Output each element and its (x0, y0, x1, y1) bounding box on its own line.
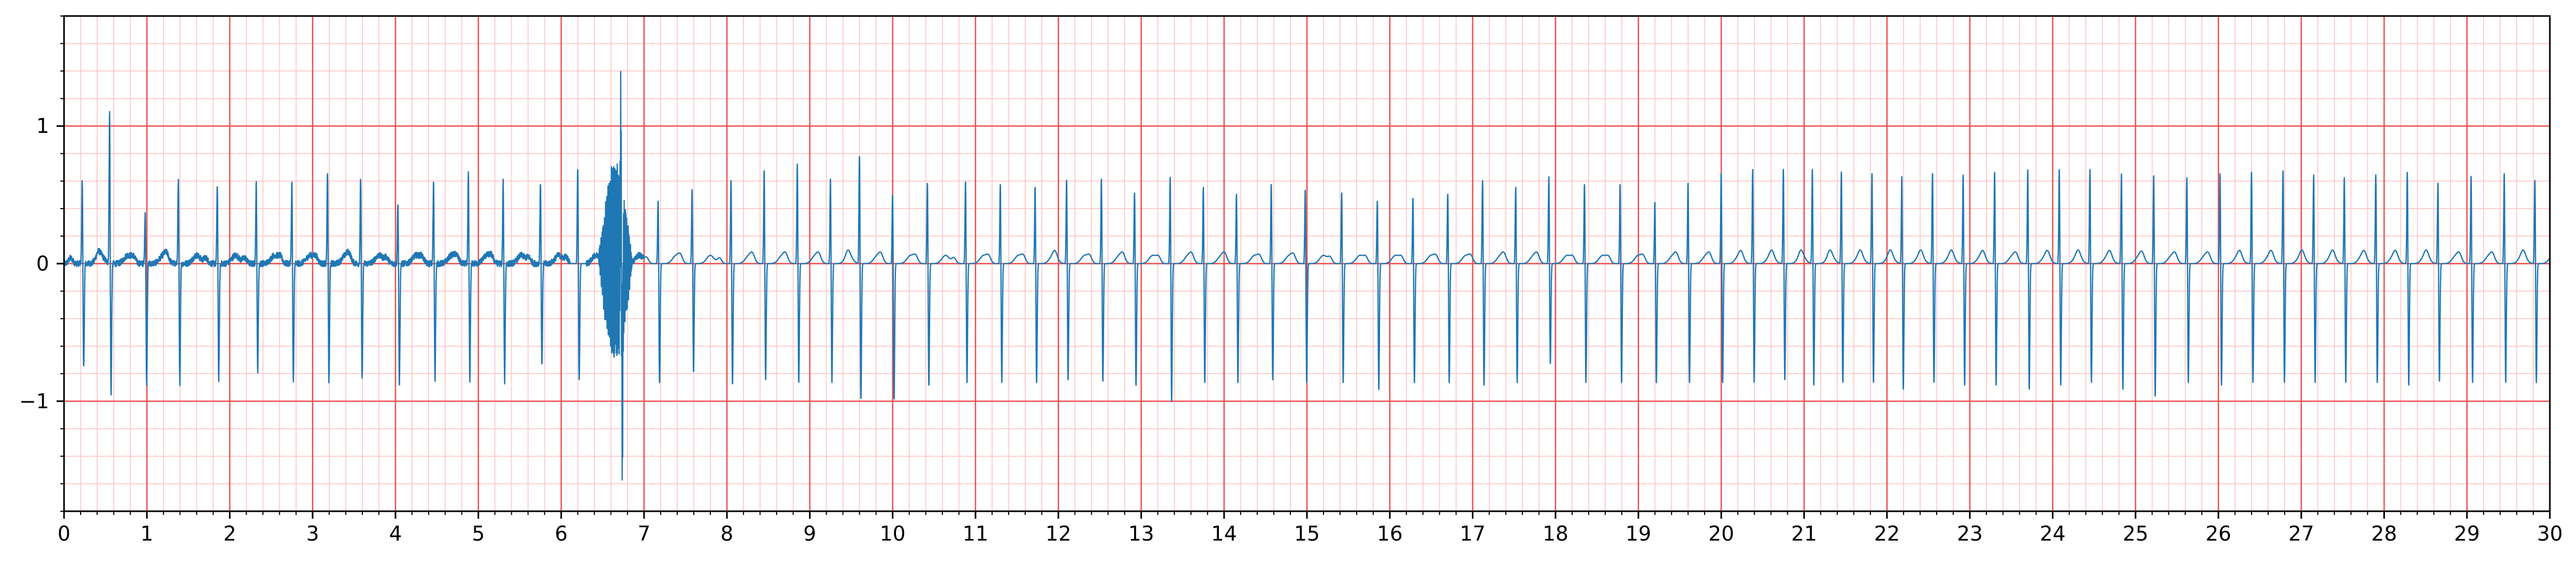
x-tick-label: 19 (1626, 522, 1651, 545)
x-tick-label: 5 (472, 522, 485, 545)
x-tick-label: 11 (963, 522, 988, 545)
x-tick-label: 21 (1791, 522, 1817, 545)
x-tick-label: 1 (140, 522, 153, 545)
x-tick-label: 14 (1211, 522, 1237, 545)
x-tick-label: 4 (389, 522, 402, 545)
x-tick-label: 10 (879, 522, 905, 545)
x-tick-label: 16 (1377, 522, 1402, 545)
x-tick-label: 26 (2206, 522, 2231, 545)
y-tick-label: 0 (36, 252, 49, 275)
x-tick-label: 17 (1460, 522, 1485, 545)
x-tick-label: 6 (555, 522, 568, 545)
x-tick-label: 3 (306, 522, 319, 545)
x-tick-label: 30 (2537, 522, 2563, 545)
x-tick-label: 8 (720, 522, 733, 545)
y-axis: 1 0 −1 (19, 15, 64, 512)
x-tick-label: 12 (1045, 522, 1071, 545)
x-axis: 0 1 2 3 4 5 6 7 8 9 10 11 12 13 14 15 16 17 18 19 20 21 22 23 24… (58, 511, 2563, 545)
x-tick-label: 24 (2040, 522, 2065, 545)
x-tick-label: 27 (2288, 522, 2314, 545)
x-tick-label: 25 (2122, 522, 2148, 545)
x-tick-label: 18 (1543, 522, 1568, 545)
x-tick-label: 29 (2454, 522, 2480, 545)
y-tick-label: −1 (19, 390, 49, 413)
x-tick-label: 28 (2371, 522, 2397, 545)
x-tick-label: 22 (1874, 522, 1900, 545)
x-tick-label: 23 (1957, 522, 1983, 545)
x-tick-label: 13 (1128, 522, 1154, 545)
x-tick-label: 15 (1294, 522, 1320, 545)
x-tick-label: 0 (58, 522, 70, 545)
x-tick-label: 2 (223, 522, 236, 545)
x-tick-label: 7 (638, 522, 651, 545)
ecg-trace (63, 70, 2550, 481)
x-tick-label: 9 (803, 522, 816, 545)
ecg-series (63, 70, 2550, 481)
x-tick-label: 20 (1708, 522, 1734, 545)
y-tick-label: 1 (36, 114, 49, 138)
